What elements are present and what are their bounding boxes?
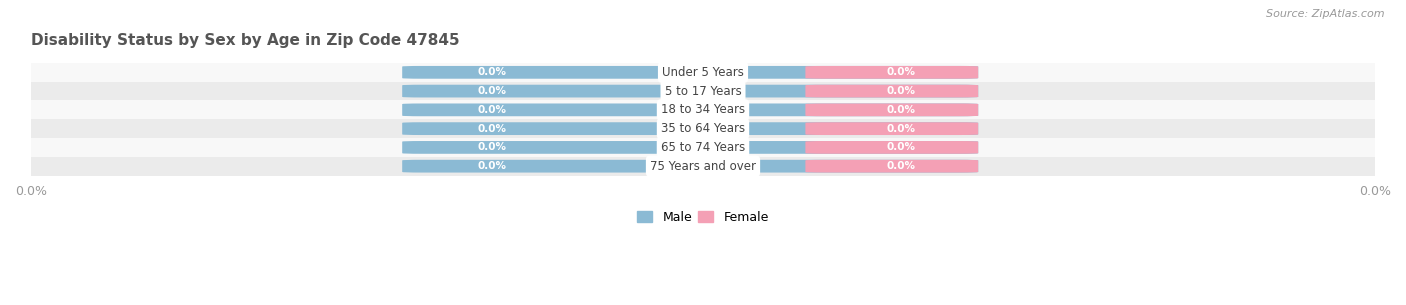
Text: 35 to 64 Years: 35 to 64 Years bbox=[661, 122, 745, 135]
FancyBboxPatch shape bbox=[402, 103, 979, 116]
FancyBboxPatch shape bbox=[806, 103, 979, 116]
FancyBboxPatch shape bbox=[806, 141, 979, 154]
Text: 0.0%: 0.0% bbox=[887, 67, 915, 77]
Text: 0.0%: 0.0% bbox=[477, 161, 506, 171]
FancyBboxPatch shape bbox=[402, 141, 979, 154]
FancyBboxPatch shape bbox=[806, 122, 979, 135]
Text: 0.0%: 0.0% bbox=[887, 86, 915, 96]
Text: Source: ZipAtlas.com: Source: ZipAtlas.com bbox=[1267, 9, 1385, 19]
Bar bbox=[0, 157, 1406, 176]
Text: Disability Status by Sex by Age in Zip Code 47845: Disability Status by Sex by Age in Zip C… bbox=[31, 33, 460, 48]
Bar bbox=[824, 160, 863, 172]
Text: 0.0%: 0.0% bbox=[887, 105, 915, 115]
FancyBboxPatch shape bbox=[402, 122, 979, 135]
FancyBboxPatch shape bbox=[402, 160, 979, 173]
FancyBboxPatch shape bbox=[402, 66, 979, 79]
Bar bbox=[0, 82, 1406, 100]
Text: 75 Years and over: 75 Years and over bbox=[650, 160, 756, 173]
Text: 0.0%: 0.0% bbox=[887, 142, 915, 152]
Bar bbox=[0, 138, 1406, 157]
FancyBboxPatch shape bbox=[402, 85, 979, 98]
Text: 18 to 34 Years: 18 to 34 Years bbox=[661, 103, 745, 117]
Text: 0.0%: 0.0% bbox=[477, 67, 506, 77]
Text: 0.0%: 0.0% bbox=[477, 142, 506, 152]
Bar bbox=[824, 123, 863, 135]
Bar bbox=[0, 100, 1406, 119]
Text: Under 5 Years: Under 5 Years bbox=[662, 66, 744, 79]
Text: 0.0%: 0.0% bbox=[887, 124, 915, 134]
Text: 0.0%: 0.0% bbox=[887, 161, 915, 171]
Text: 0.0%: 0.0% bbox=[477, 105, 506, 115]
Bar bbox=[824, 66, 863, 78]
Text: 0.0%: 0.0% bbox=[477, 86, 506, 96]
Text: 65 to 74 Years: 65 to 74 Years bbox=[661, 141, 745, 154]
FancyBboxPatch shape bbox=[806, 66, 979, 79]
Text: 0.0%: 0.0% bbox=[477, 124, 506, 134]
Legend: Male, Female: Male, Female bbox=[637, 210, 769, 224]
Bar bbox=[824, 104, 863, 116]
Bar bbox=[0, 119, 1406, 138]
Bar bbox=[824, 142, 863, 153]
Bar bbox=[0, 63, 1406, 82]
Bar bbox=[824, 85, 863, 97]
FancyBboxPatch shape bbox=[806, 85, 979, 98]
FancyBboxPatch shape bbox=[806, 160, 979, 173]
Text: 5 to 17 Years: 5 to 17 Years bbox=[665, 84, 741, 98]
